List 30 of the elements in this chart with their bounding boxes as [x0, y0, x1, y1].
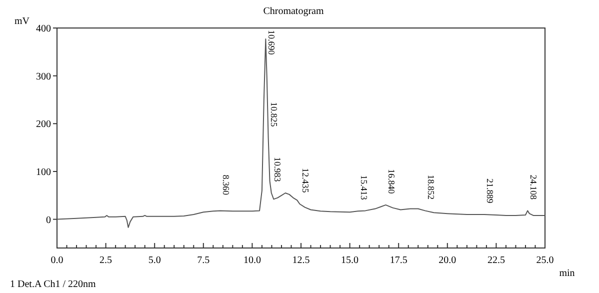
y-tick-label: 300: [36, 71, 51, 82]
annotation: 8.360: [221, 174, 232, 196]
x-tick-label: 25.0: [536, 255, 554, 266]
y-tick-label: 100: [36, 166, 51, 178]
x-tick-label: 7.5: [197, 255, 210, 266]
annotation: 12.435: [300, 168, 311, 194]
annotation: 10.983: [272, 157, 282, 182]
annotation: 10.690: [266, 30, 277, 56]
x-tick-label: 17.5: [390, 255, 408, 266]
x-tick-label: 0.0: [50, 255, 64, 266]
annotation: 18.852: [426, 174, 436, 200]
y-tick-label: 400: [36, 24, 51, 34]
x-tick-label: 12.5: [292, 255, 310, 266]
x-axis-title: min: [559, 268, 575, 279]
annotation: 16.840: [386, 168, 397, 194]
text: 1 Det.A Ch1 / 220nm: [10, 279, 96, 290]
x-tick-label: 2.5: [100, 255, 112, 266]
x-tick-label: 22.5: [487, 255, 505, 266]
x-tick-label: 10.0: [243, 255, 261, 266]
y-tick-label: 200: [36, 119, 51, 130]
chart-title: Chromatogram: [263, 6, 324, 17]
annotation: 15.413: [358, 175, 369, 200]
annotation: 21.889: [485, 178, 496, 204]
y-tick-label: 0: [46, 214, 51, 226]
annotation: 10.825: [269, 102, 280, 128]
annotation: 24.108: [528, 174, 539, 200]
x-tick-label: 15.0: [341, 255, 359, 266]
x-tick-label: 20.0: [438, 255, 456, 266]
x-tick-label: 5.0: [148, 255, 161, 266]
y-axis-title: mV: [14, 16, 30, 27]
